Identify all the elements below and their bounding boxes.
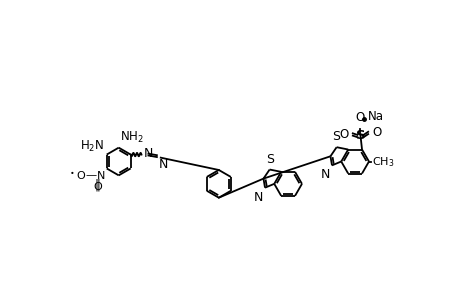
Text: O: O: [371, 126, 381, 139]
Text: N: N: [158, 158, 168, 171]
Text: $^\bullet$O—N: $^\bullet$O—N: [67, 170, 105, 182]
Text: N: N: [253, 191, 262, 204]
Text: S: S: [265, 153, 273, 166]
Text: H$_2$N: H$_2$N: [80, 139, 104, 154]
Text: S: S: [356, 129, 365, 142]
Text: O: O: [93, 182, 101, 192]
Text: $\|$: $\|$: [94, 177, 101, 193]
Text: CH$_3$: CH$_3$: [371, 155, 394, 169]
Text: N: N: [144, 147, 153, 160]
Text: O: O: [355, 111, 364, 124]
Text: NH$_2$: NH$_2$: [120, 130, 144, 145]
Text: N: N: [319, 168, 329, 182]
Text: Na: Na: [367, 110, 383, 123]
Text: O: O: [339, 128, 348, 141]
Text: S: S: [332, 130, 340, 143]
